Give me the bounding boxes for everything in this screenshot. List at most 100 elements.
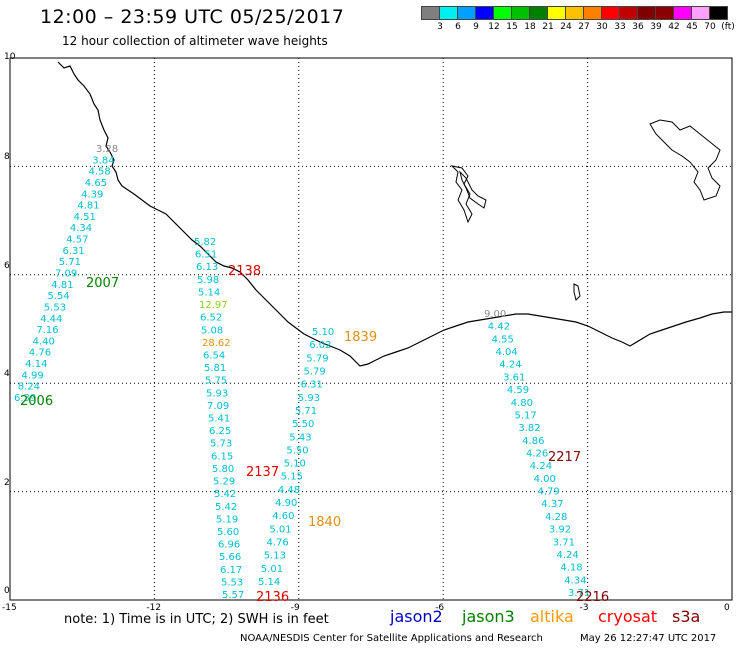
wave-height-value: 4.58 [89, 167, 111, 178]
pass-time-labels: 2007 2006 2138 2137 2136 1839 1840 2217 2216 [20, 264, 609, 605]
colorbar-swatch [619, 6, 638, 20]
wave-height-value: 7.09 [55, 269, 77, 280]
wave-height-value: 5.29 [213, 477, 235, 488]
wave-height-value: 6.52 [200, 313, 222, 324]
wave-height-value: 5.53 [44, 303, 66, 314]
wave-height-value: 3.71 [568, 588, 590, 599]
generated-timestamp: May 26 12:27:47 UTC 2017 [580, 633, 717, 644]
colorbar-swatch [439, 6, 458, 20]
wave-height-value: 5.01 [269, 524, 291, 535]
legend-altika: altika [530, 607, 574, 626]
wave-height-value: 5.75 [205, 376, 227, 387]
wave-height-value: 4.42 [488, 322, 510, 333]
x-tick-label: -6 [435, 603, 445, 613]
credit-line: NOAA/NESDIS Center for Satellite Applica… [240, 633, 543, 644]
wave-height-value: 6.31 [63, 246, 85, 257]
wave-height-value: 3.61 [503, 372, 525, 383]
wave-height-value: 5.14 [198, 287, 220, 298]
colorbar-label: 30 [596, 22, 608, 32]
wave-height-value: 6.02 [309, 340, 331, 351]
colorbar-label: 12 [488, 22, 500, 32]
pass-time-label: 2136 [256, 590, 289, 605]
wave-height-value: 5.93 [206, 388, 228, 399]
colorbar-swatch [511, 6, 530, 20]
colorbar-label: 70 [704, 22, 716, 32]
wave-height-value: 4.65 [85, 178, 107, 189]
colorbar-labels: 3 6 9 12 15 18 21 24 27 30 33 36 39 42 45 70 (ft) [422, 22, 740, 34]
wave-height-value: 4.51 [74, 212, 96, 223]
wave-height-value: 5.10 [312, 327, 334, 338]
y-tick-label: 0 [4, 586, 10, 596]
wave-height-value: 5.13 [264, 551, 286, 562]
map-grid [10, 58, 732, 600]
wave-height-value: 5.82 [194, 237, 216, 248]
wave-height-value: 4.59 [507, 385, 529, 396]
wave-height-value: 5.57 [222, 590, 244, 601]
map-title: 12:00 – 23:59 UTC 05/25/2017 [40, 6, 345, 28]
wave-height-value: 12.97 [199, 300, 228, 311]
wave-height-value: 9.00 [484, 309, 506, 320]
wave-height-value: 5.42 [214, 489, 236, 500]
colorbar-swatch [493, 6, 512, 20]
wave-height-value: 4.14 [25, 359, 47, 370]
wave-height-value: 4.81 [77, 201, 99, 212]
legend-cryosat: cryosat [598, 607, 658, 626]
wave-height-value: 5.53 [221, 577, 243, 588]
wave-height-value: 3.92 [549, 525, 571, 536]
wave-height-value: 7.16 [36, 325, 58, 336]
y-tick-label: 2 [4, 477, 10, 488]
plot-frame [9, 57, 733, 601]
wave-height-value: 6.96 [218, 540, 240, 551]
colorbar-label: 27 [578, 22, 590, 32]
island-4 [573, 283, 581, 301]
wave-height-value: 4.34 [564, 575, 586, 586]
y-tick-label: 10 [4, 52, 16, 62]
wave-height-value: 4.76 [267, 538, 289, 549]
wave-height-value: 4.24 [499, 360, 521, 371]
wave-height-value: 5.10 [284, 459, 306, 470]
colorbar-swatch [583, 6, 602, 20]
wave-height-value: 4.40 [33, 336, 55, 347]
wave-height-value: 4.44 [40, 314, 62, 325]
island-1 [450, 165, 473, 224]
wave-height-value: 4.55 [492, 334, 514, 345]
wave-height-value: 4.34 [70, 223, 92, 234]
wave-height-value: 3.84 [92, 155, 114, 166]
wave-height-value: 6.51 [195, 250, 217, 261]
colorbar-label: 3 [437, 22, 443, 32]
map-subtitle: 12 hour collection of altimeter wave hei… [62, 34, 328, 48]
colorbar-label: 18 [524, 22, 536, 32]
colorbar-label: 33 [614, 22, 626, 32]
wave-height-value: 5.50 [292, 419, 314, 430]
wave-height-value: 5.43 [289, 432, 311, 443]
legend-jason2: jason2 [390, 607, 443, 626]
wave-height-value: 4.00 [534, 474, 556, 485]
wave-height-value: 5.79 [304, 367, 326, 378]
colorbar-label: (ft) [721, 22, 735, 32]
wave-height-value: 6.15 [211, 451, 233, 462]
wave-height-value: 5.66 [219, 552, 241, 563]
pass-time-label: 2006 [20, 394, 53, 409]
wave-height-value: 28.62 [202, 338, 231, 349]
wave-height-value: 4.80 [511, 398, 533, 409]
wave-height-tracks: 3.283.844.584.654.394.814.514.344.576.31… [14, 144, 590, 601]
y-tick-label: 6 [4, 260, 10, 271]
wave-height-value: 5.41 [208, 414, 230, 425]
wave-height-value: 8.24 [18, 382, 40, 393]
wave-height-value: 4.37 [541, 499, 563, 510]
colorbar-label: 42 [668, 22, 680, 32]
pass-time-label: 2007 [86, 276, 119, 291]
wave-height-value: 6.17 [220, 565, 242, 576]
wave-height-value: 6.54 [203, 351, 225, 362]
colorbar-label: 36 [632, 22, 644, 32]
wave-height-value: 5.01 [261, 564, 283, 575]
colorbar-swatch [475, 6, 494, 20]
wave-height-value: 4.57 [66, 235, 88, 246]
wave-height-value: 5.15 [281, 472, 303, 483]
wave-height-value: 3.82 [518, 423, 540, 434]
colorbar-swatch [655, 6, 674, 20]
wave-height-value: 3.71 [553, 537, 575, 548]
wave-height-value: 7.09 [207, 401, 229, 412]
wave-height-value: 4.76 [29, 348, 51, 359]
wave-height-value: 5.17 [515, 411, 537, 422]
